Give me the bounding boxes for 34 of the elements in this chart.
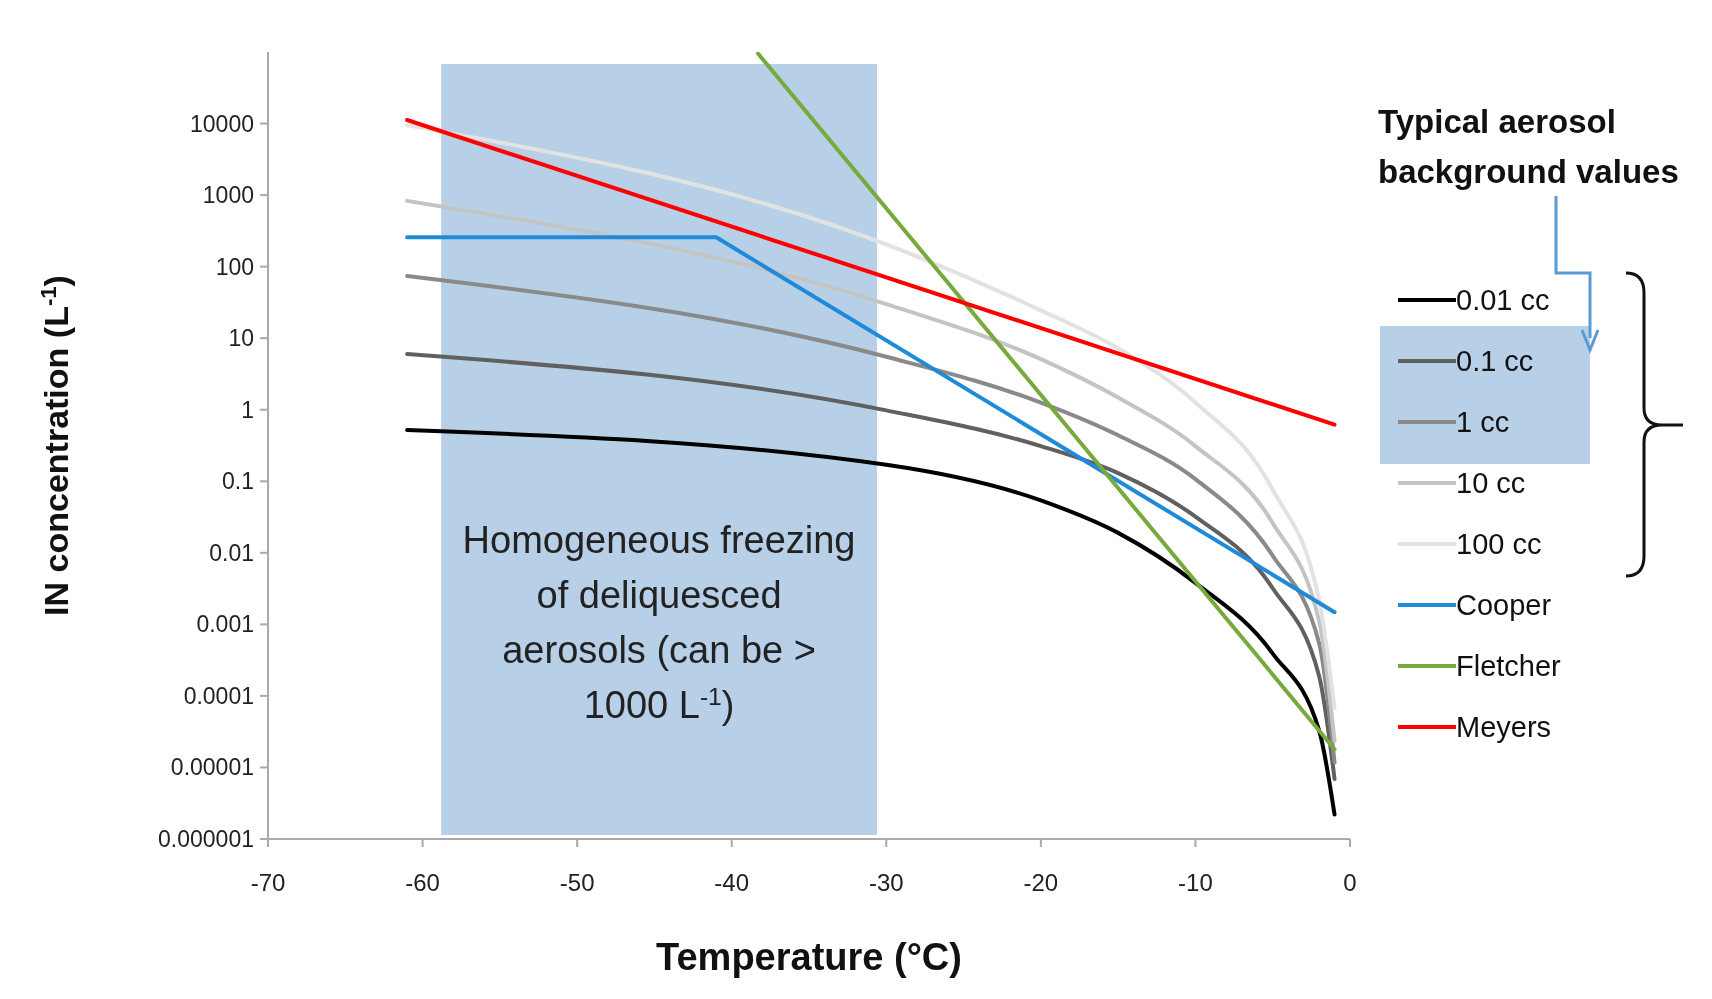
legend-label: Cooper: [1456, 589, 1552, 621]
x-tick-label: -10: [1178, 869, 1213, 896]
x-axis-title: Temperature (°C): [656, 936, 962, 978]
x-tick-label: 0: [1343, 869, 1357, 896]
annotation: Homogeneous freezing of deliquesced aerosols (can be > 1000 L$^{-1}$): [462, 519, 856, 726]
y-tick-label: 0.000001: [158, 826, 254, 852]
y-tick-label: 0.00001: [170, 754, 254, 781]
line-series: [405, 273, 1337, 765]
legend-label: 0.01 cc: [1456, 284, 1550, 316]
legend-label: 100 cc: [1456, 528, 1542, 560]
x-tick-label: -60: [405, 869, 440, 896]
y-tick-label: 1: [241, 396, 254, 423]
y-tick-label: 0.0001: [183, 682, 254, 709]
x-tick-label: -20: [1023, 869, 1059, 896]
y-tick-label: 0.01: [209, 539, 254, 566]
legend-label: 1 cc: [1456, 406, 1510, 438]
line-series: [405, 428, 1337, 817]
legend-label: Meyers: [1456, 711, 1552, 743]
y-tick-label: 1000: [202, 182, 254, 209]
y-tick-label: 100: [215, 253, 254, 280]
legend-label: 10 cc: [1456, 467, 1526, 499]
y-tick-label: 10: [228, 325, 254, 352]
x-tick-label: -50: [559, 869, 595, 896]
y-tick-label: 10000: [190, 110, 254, 137]
legend-title: Typical aerosol background values: [1378, 103, 1679, 190]
y-tick-label: 0.1: [222, 468, 254, 495]
y-tick-label: 0.001: [196, 611, 254, 638]
x-tick-label: -70: [250, 869, 286, 896]
legend-label: 0.1 cc: [1456, 345, 1534, 377]
line-series: [405, 198, 1337, 744]
x-tick-label: -30: [868, 869, 904, 896]
x-tick-label: -40: [714, 869, 750, 896]
line-series: [405, 352, 1337, 781]
legend-label: Fletcher: [1456, 650, 1562, 682]
